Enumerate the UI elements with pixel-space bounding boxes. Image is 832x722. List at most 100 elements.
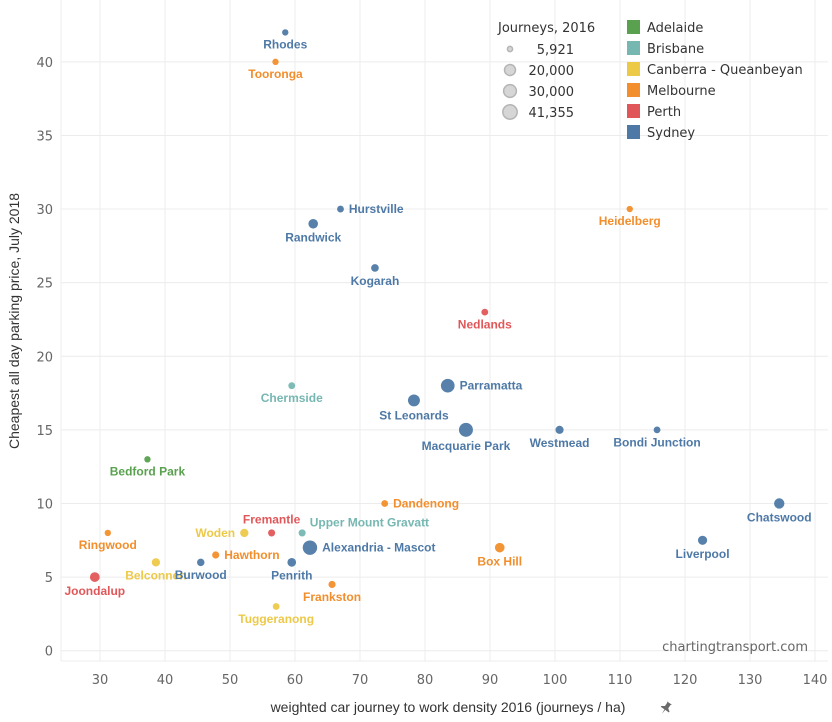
legend-item-canberra-queanbeyan[interactable]: Canberra - Queanbeyan <box>627 62 803 78</box>
color-legend[interactable]: Adelaide Brisbane Canberra - Queanbeyan Mel… <box>627 20 803 141</box>
data-points <box>89 29 785 610</box>
y-axis-title: Cheapest all day parking price, July 201… <box>6 193 22 449</box>
data-point[interactable] <box>144 456 151 463</box>
data-label: Kogarah <box>351 274 400 288</box>
data-label: Chatswood <box>747 511 812 525</box>
x-tick-label: 80 <box>417 673 434 688</box>
data-point[interactable] <box>298 529 306 537</box>
x-axis-title: weighted car journey to work density 201… <box>270 699 626 715</box>
size-legend-label: 30,000 <box>529 85 575 100</box>
data-label: Chermside <box>261 391 323 405</box>
legend-item-adelaide[interactable]: Adelaide <box>627 20 703 36</box>
y-tick-label: 5 <box>45 571 53 586</box>
data-label: Hurstville <box>349 202 404 216</box>
data-point[interactable] <box>371 264 379 272</box>
data-point[interactable] <box>381 500 389 507</box>
data-point[interactable] <box>308 218 318 229</box>
data-point[interactable] <box>481 308 489 316</box>
size-legend-label: 5,921 <box>537 43 574 58</box>
data-label: Heidelberg <box>599 214 661 228</box>
data-label: Liverpool <box>676 547 730 561</box>
data-label: Nedlands <box>458 318 512 332</box>
data-point[interactable] <box>89 572 100 582</box>
legend-item-melbourne[interactable]: Melbourne <box>627 83 716 99</box>
data-label: Fremantle <box>243 512 301 526</box>
data-label: Joondalup <box>64 584 125 598</box>
data-point[interactable] <box>104 529 111 537</box>
data-point[interactable] <box>555 425 564 434</box>
legend-label: Melbourne <box>647 84 716 99</box>
size-legend[interactable]: Journeys, 2016 5,921 20,000 30,000 41,355 <box>497 21 595 121</box>
data-point[interactable] <box>272 58 279 66</box>
data-label: Hawthorn <box>224 548 279 562</box>
legend-label: Perth <box>647 105 681 120</box>
x-tick-label: 40 <box>157 673 174 688</box>
data-point[interactable] <box>287 558 297 567</box>
legend-label: Adelaide <box>647 21 703 36</box>
size-legend-marker <box>506 45 514 53</box>
x-tick-label: 140 <box>803 673 828 688</box>
data-point[interactable] <box>494 542 505 553</box>
legend-swatch <box>627 125 640 139</box>
data-labels: Rhodes Tooronga Hurstville Randwick Heidelbe… <box>64 38 811 626</box>
legend-swatch <box>627 20 640 34</box>
y-tick-label: 30 <box>36 203 53 218</box>
x-tick-label: 90 <box>482 673 499 688</box>
legend-item-brisbane[interactable]: Brisbane <box>627 41 704 57</box>
data-label: Woden <box>195 526 235 540</box>
data-point[interactable] <box>151 558 161 567</box>
data-point[interactable] <box>774 498 785 509</box>
data-point[interactable] <box>626 205 633 213</box>
data-point[interactable] <box>458 422 473 437</box>
y-tick-label: 15 <box>36 424 53 439</box>
x-tick-label: 60 <box>287 673 304 688</box>
y-axis-ticks: 0 5 10 15 20 25 30 35 40 <box>36 56 53 660</box>
legend-label: Canberra - Queanbeyan <box>647 63 803 78</box>
x-tick-label: 120 <box>673 673 698 688</box>
legend-item-sydney[interactable]: Sydney <box>627 125 695 141</box>
legend-item-perth[interactable]: Perth <box>627 104 681 120</box>
size-legend-title: Journeys, 2016 <box>497 21 595 36</box>
data-label: Alexandria - Mascot <box>322 541 435 555</box>
data-point[interactable] <box>282 29 289 36</box>
data-label: Ringwood <box>79 538 137 552</box>
size-legend-label: 20,000 <box>529 64 575 79</box>
data-label: St Leonards <box>379 408 449 422</box>
data-point[interactable] <box>407 394 420 407</box>
data-point[interactable] <box>328 580 336 589</box>
data-label: Box Hill <box>477 554 522 568</box>
data-point[interactable] <box>697 535 708 545</box>
y-tick-label: 35 <box>36 129 53 144</box>
x-tick-label: 100 <box>543 673 568 688</box>
data-label: Frankston <box>303 590 361 604</box>
data-label: Parramatta <box>460 379 523 393</box>
data-point[interactable] <box>268 529 276 537</box>
pin-icon[interactable] <box>658 700 674 716</box>
data-point[interactable] <box>337 205 344 213</box>
data-point[interactable] <box>212 551 220 559</box>
legend-label: Sydney <box>647 126 695 141</box>
data-point[interactable] <box>240 528 249 538</box>
legend-label: Brisbane <box>647 42 704 57</box>
data-label: Bondi Junction <box>613 435 700 449</box>
data-point[interactable] <box>440 378 455 393</box>
data-label: Dandenong <box>393 496 459 510</box>
legend-swatch <box>627 83 640 97</box>
size-legend-marker <box>502 104 518 120</box>
data-point[interactable] <box>302 540 318 555</box>
y-tick-label: 20 <box>36 350 53 365</box>
data-label: Penrith <box>271 569 312 583</box>
data-label: Bedford Park <box>110 465 186 479</box>
x-axis-ticks: 30 40 50 60 70 80 90 100 110 120 130 140 <box>92 673 828 688</box>
legend-swatch <box>627 62 640 76</box>
x-tick-label: 50 <box>222 673 239 688</box>
data-point[interactable] <box>653 426 661 434</box>
legend-swatch <box>627 41 640 55</box>
x-tick-label: 110 <box>608 673 633 688</box>
gridlines <box>60 0 828 662</box>
data-point[interactable] <box>288 382 296 390</box>
data-point[interactable] <box>197 558 205 567</box>
data-point[interactable] <box>272 603 280 610</box>
watermark: chartingtransport.com <box>662 640 808 655</box>
